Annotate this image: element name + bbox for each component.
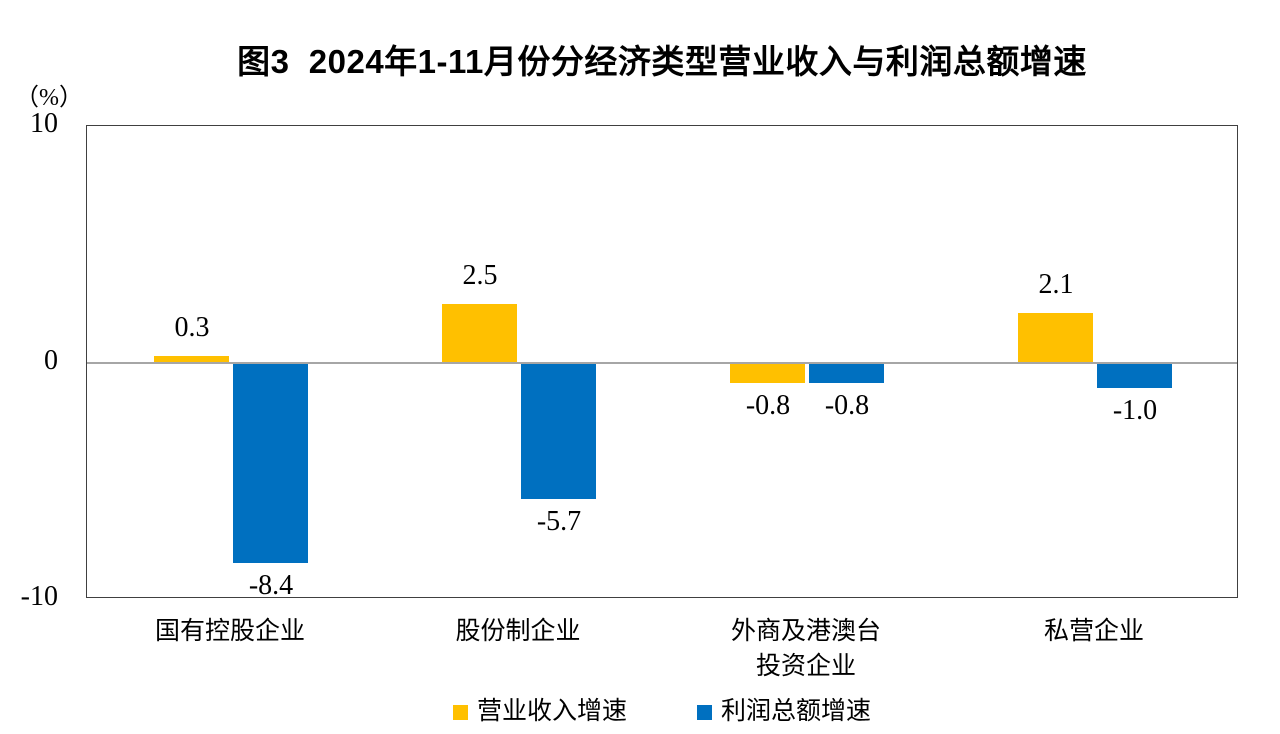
bar-profit <box>809 364 884 383</box>
legend-swatch-revenue <box>452 704 468 720</box>
legend: 营业收入增速 利润总额增速 <box>86 694 1238 730</box>
chart-title: 图3 2024年1-11月份分经济类型营业收入与利润总额增速 <box>237 43 1087 80</box>
legend-label-profit: 利润总额增速 <box>721 698 872 725</box>
bar-value-label: -5.7 <box>536 506 582 537</box>
category-label: 外商及港澳台 投资企业 <box>730 618 881 680</box>
y-tick-label: 10 <box>30 108 58 139</box>
bar-revenue <box>442 304 517 363</box>
plot-area: 0.3 -8.4 2.5 -5.7 -0.8 -0.8 2.1 -1.0 <box>86 125 1238 601</box>
bar-profit <box>521 364 596 499</box>
legend-label-revenue: 营业收入增速 <box>476 698 627 725</box>
bar-value-label: -1.0 <box>1112 395 1158 426</box>
y-tick-label: 0 <box>44 345 58 376</box>
legend-swatch-profit <box>697 704 712 720</box>
bar-profit <box>1097 364 1172 388</box>
category-label: 国有控股企业 <box>154 618 305 645</box>
legend-item-revenue: 营业收入增速 <box>452 697 627 727</box>
y-tick-label: -10 <box>20 581 58 612</box>
legend-item-profit: 利润总额增速 <box>697 697 871 727</box>
bar-value-label: -0.8 <box>824 390 870 421</box>
bar-value-label: -0.8 <box>745 390 791 421</box>
bar-value-label: -8.4 <box>248 570 294 601</box>
bar-revenue <box>154 356 229 363</box>
bar-value-label: 2.1 <box>1038 269 1074 300</box>
category-label: 股份制企业 <box>455 618 581 645</box>
bar-value-label: 0.3 <box>174 312 210 343</box>
bar-value-label: 2.5 <box>462 260 498 291</box>
category-label: 私营企业 <box>1043 618 1144 645</box>
bar-revenue <box>730 364 805 383</box>
zero-axis-line <box>87 362 1237 364</box>
y-axis-unit-label: （%） <box>15 85 83 111</box>
bar-revenue <box>1018 313 1093 363</box>
bar-profit <box>233 364 308 563</box>
